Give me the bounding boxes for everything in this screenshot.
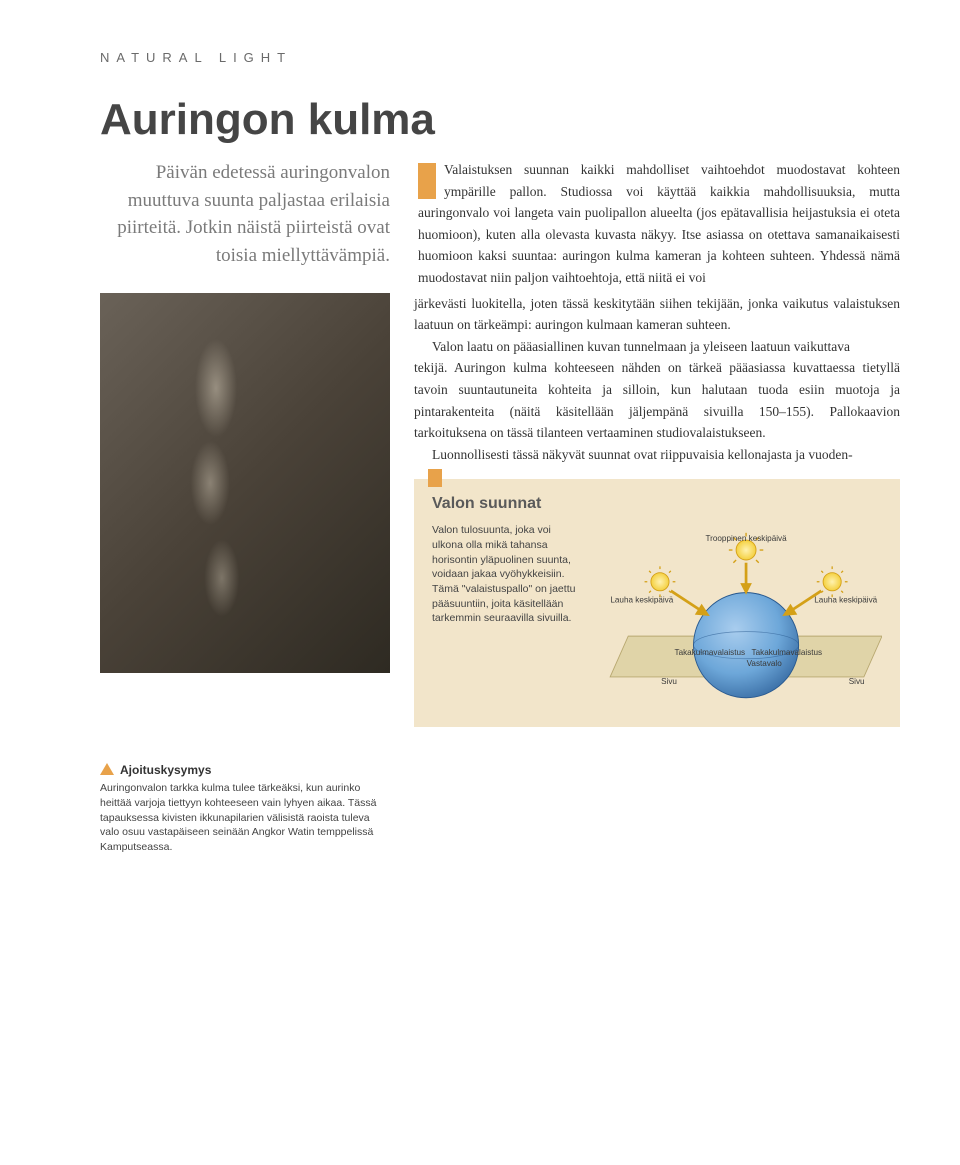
sun-icon (645, 567, 676, 598)
lighting-sphere-diagram: Trooppinen keskipäivä Lauha keskipäivä L… (592, 523, 882, 713)
page-title: Auringon kulma (100, 95, 900, 145)
intro-column: Valaistuksen suunnan kaikki mahdolliset … (418, 159, 900, 289)
info-tab-ornament (428, 469, 442, 487)
section-kicker: NATURAL LIGHT (100, 50, 900, 65)
caption-title: Ajoituskysymys (120, 763, 211, 777)
label-side-right: Sivu (849, 677, 865, 686)
subhead: Päivän edetessä auringonvalon muuttuva s… (100, 159, 390, 289)
body-flow: järkevästi luokitella, joten tässä keski… (414, 293, 900, 336)
caption-block: Ajoituskysymys Auringonvalon tarkka kulm… (100, 761, 390, 854)
lower-row: järkevästi luokitella, joten tässä keski… (100, 293, 900, 728)
bottom-block: Ajoituskysymys Auringonvalon tarkka kulm… (100, 761, 900, 854)
info-title: Valon suunnat (432, 495, 882, 513)
body-p2b: tekijä. Auringon kulma kohteeseen nähden… (414, 357, 900, 443)
top-block: Päivän edetessä auringonvalon muuttuva s… (100, 159, 900, 289)
label-rim-right: Takakulmavalaistus (752, 648, 823, 657)
label-rim-left: Takakulmavalaistus (675, 648, 746, 657)
info-box: Valon suunnat Valon tulosuunta, joka voi… (414, 479, 900, 727)
figure-photograph (100, 293, 390, 673)
info-text: Valon tulosuunta, joka voi ulkona olla m… (432, 523, 582, 626)
caption-body: Auringonvalon tarkka kulma tulee tärkeäk… (100, 781, 390, 854)
sun-icon (817, 567, 848, 598)
label-back: Vastavalo (747, 659, 783, 668)
triangle-icon (100, 763, 114, 775)
label-temperate-right: Lauha keskipäivä (814, 596, 877, 605)
body-column: järkevästi luokitella, joten tässä keski… (414, 293, 900, 728)
body-p2a: Valon laatu on pääasiallinen kuvan tunne… (414, 336, 900, 358)
intro-paragraph: Valaistuksen suunnan kaikki mahdolliset … (418, 159, 900, 289)
label-tropical: Trooppinen keskipäivä (705, 534, 787, 543)
label-temperate-left: Lauha keskipäivä (610, 596, 673, 605)
body-p3: Luonnollisesti tässä näkyvät suunnat ova… (414, 444, 900, 466)
dropcap-ornament (418, 163, 436, 199)
label-side-left: Sivu (661, 677, 677, 686)
